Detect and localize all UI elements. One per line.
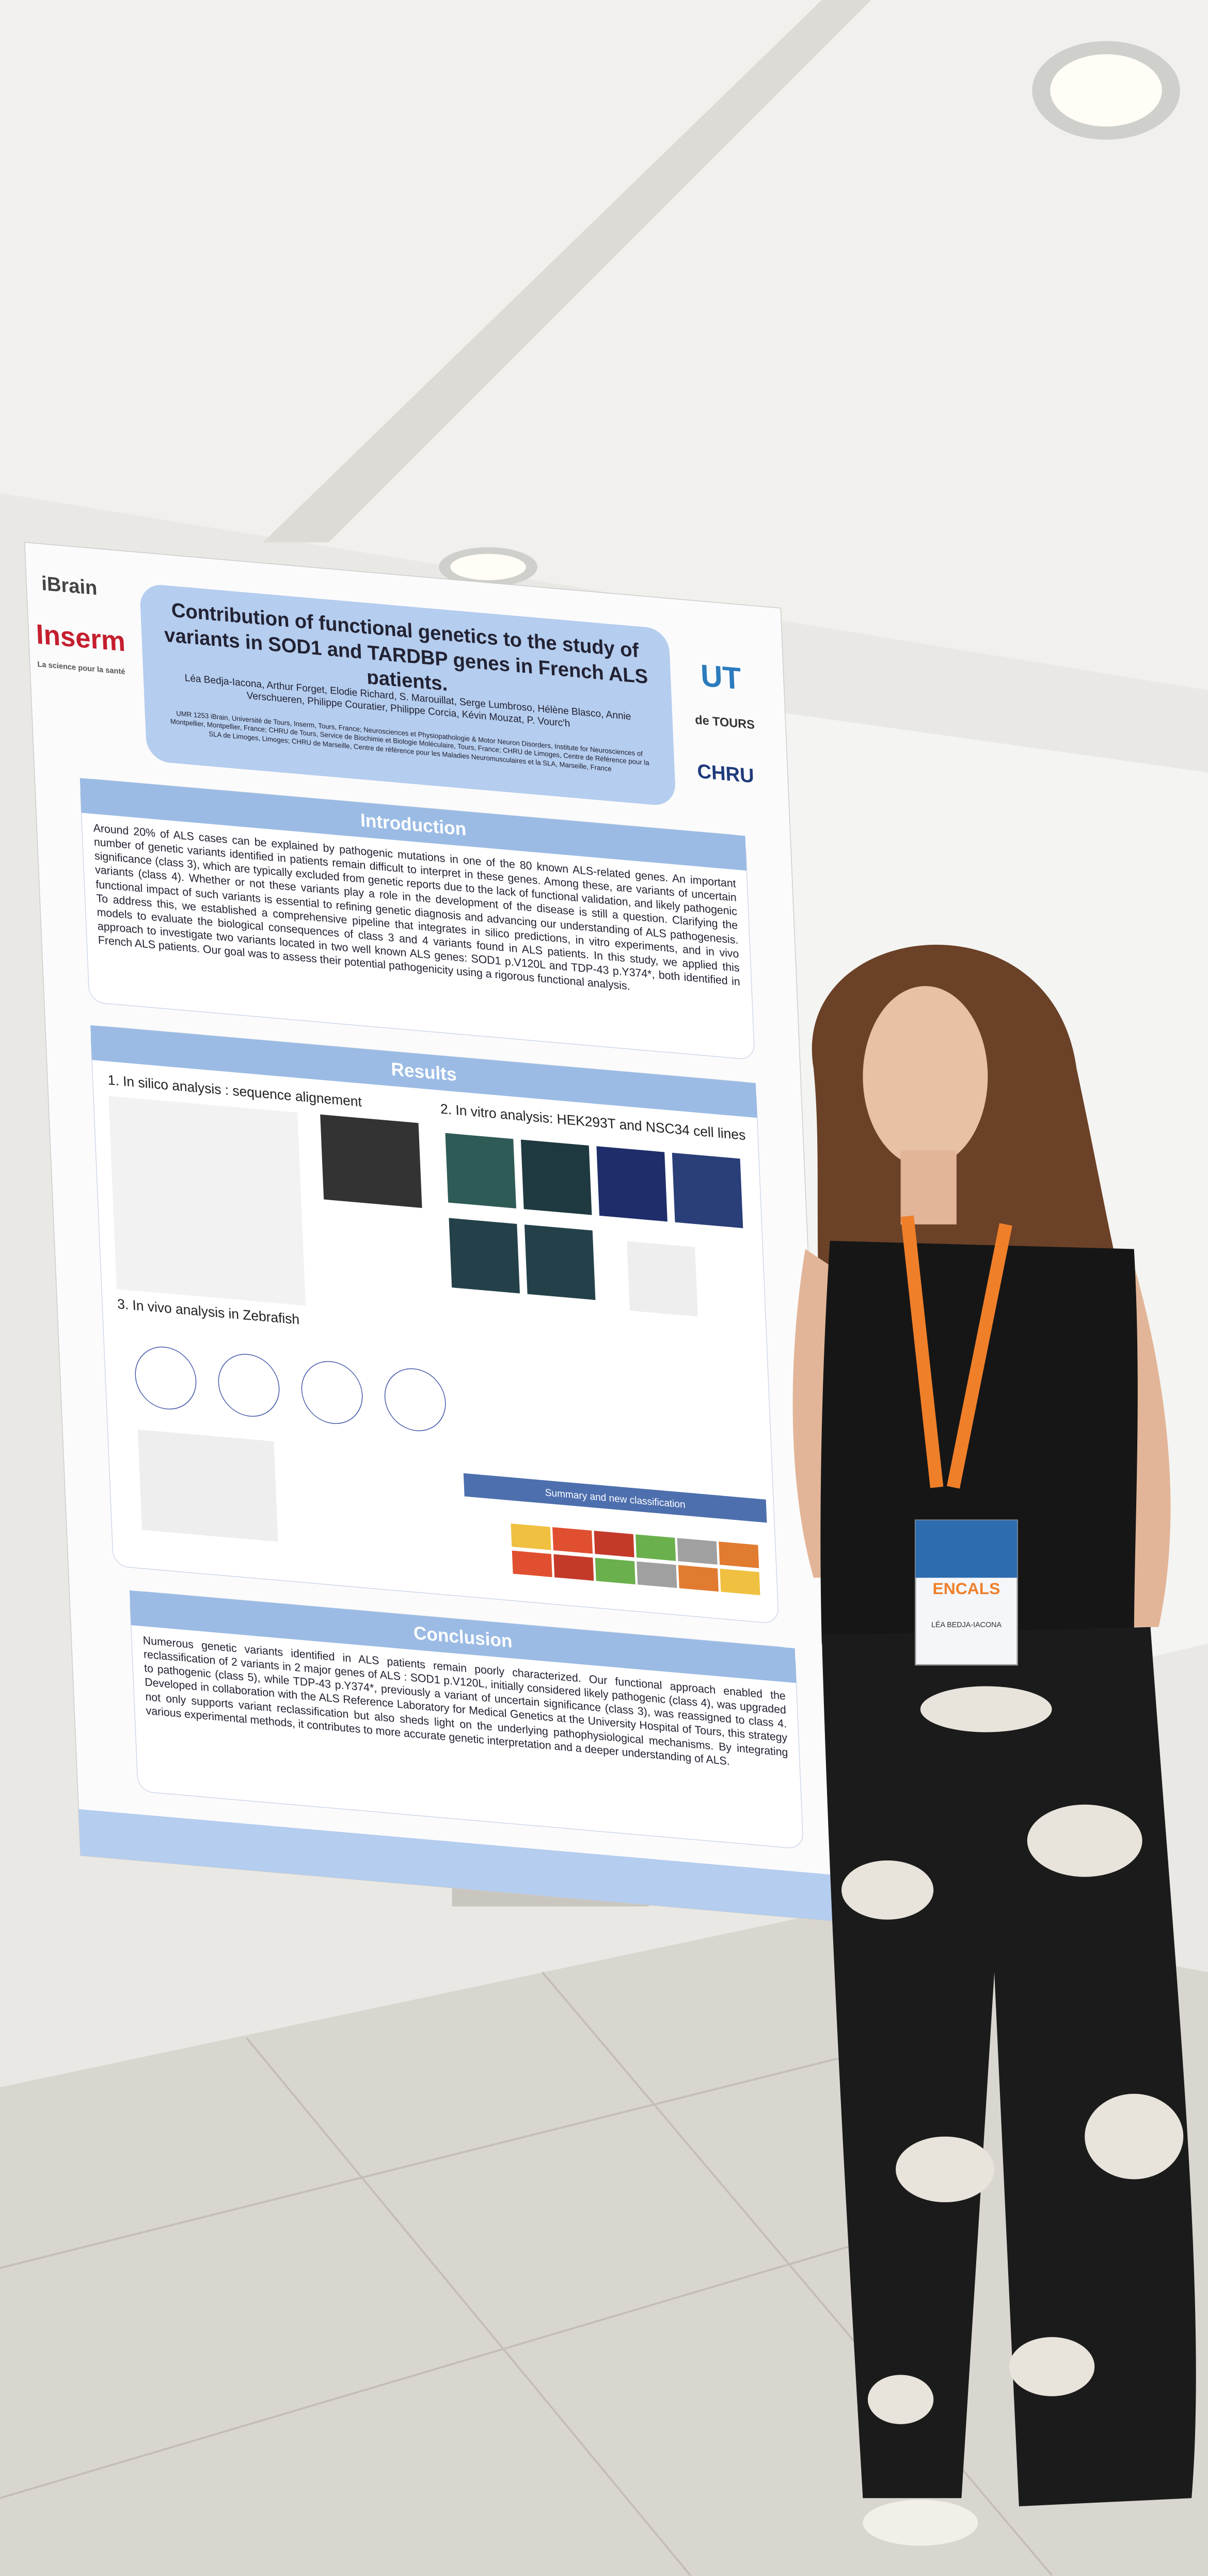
- table-cell: [720, 1568, 760, 1596]
- ceiling-light: [1050, 54, 1162, 127]
- badge-event: ENCALS: [933, 1579, 1000, 1598]
- table-cell: [637, 1561, 677, 1588]
- microscopy-image: [524, 1225, 596, 1300]
- floor-tiles: [0, 1971, 1053, 2576]
- person: ENCALS LÉA BEDJA-IACONA: [792, 944, 1196, 2546]
- section-header: [80, 778, 747, 871]
- table-cell: [635, 1534, 676, 1561]
- table-cell: [594, 1531, 634, 1557]
- arm: [792, 1249, 830, 1578]
- microscopy-image: [445, 1133, 516, 1209]
- lanyard: [900, 1215, 1012, 1489]
- logo-text: iBrain: [41, 573, 98, 600]
- badge-name: LÉA BEDJA-IACONA: [931, 1620, 1002, 1629]
- footer-band: [78, 1809, 837, 1921]
- title-banner: [140, 585, 675, 805]
- section-header: [129, 1590, 797, 1683]
- table-cell: [552, 1527, 593, 1554]
- structure-figure: [320, 1114, 422, 1208]
- table-cell: [678, 1565, 719, 1592]
- neck: [900, 1150, 957, 1225]
- bar-plot: [627, 1241, 698, 1317]
- logo-text: CHRU: [697, 760, 755, 788]
- trouser-pattern: [841, 1686, 1184, 2424]
- microscopy-image: [520, 1139, 592, 1215]
- table-cell: [719, 1541, 759, 1568]
- trajectory-plot: [135, 1346, 197, 1410]
- microscopy-image: [672, 1152, 743, 1229]
- bar-plot: [137, 1429, 278, 1542]
- alignment-figure: [108, 1096, 306, 1306]
- trajectory-plot: [301, 1361, 363, 1424]
- table-cell: [512, 1550, 552, 1578]
- section-header: [90, 1025, 757, 1118]
- table-cell: [553, 1554, 594, 1581]
- table-cell: [677, 1538, 718, 1565]
- microscopy-image: [596, 1146, 667, 1222]
- trajectory-plot: [384, 1368, 446, 1432]
- logo-text: UT: [700, 658, 742, 696]
- ceiling-light: [450, 553, 526, 580]
- badge-header: [915, 1520, 1018, 1578]
- top: [820, 1241, 1138, 1644]
- ceiling-beam: [263, 0, 871, 543]
- table-cell: [595, 1557, 635, 1585]
- trajectory-plot: [218, 1354, 280, 1417]
- face: [863, 986, 988, 1167]
- shoe: [863, 2500, 978, 2546]
- table-header: [463, 1473, 767, 1523]
- poster: Contribution of functional genetics to t…: [24, 542, 837, 1922]
- microscopy-image: [449, 1218, 520, 1294]
- table-cell: [511, 1523, 551, 1550]
